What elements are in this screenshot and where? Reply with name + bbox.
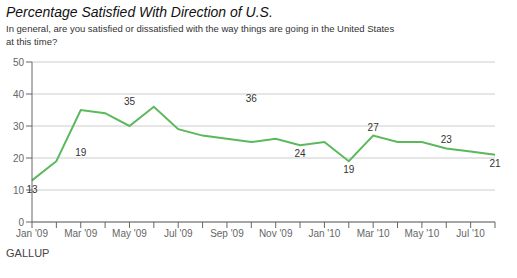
svg-text:20: 20 xyxy=(13,153,25,164)
svg-text:10: 10 xyxy=(13,185,25,196)
svg-text:19: 19 xyxy=(75,147,87,158)
html-text:Percentage Satisfied With Dire: Percentage Satisfied With Direction of U… xyxy=(6,4,273,20)
svg-text:0: 0 xyxy=(18,217,24,228)
svg-text:13: 13 xyxy=(26,184,38,195)
svg-text:Sep '09: Sep '09 xyxy=(210,228,244,239)
svg-text:21: 21 xyxy=(489,158,501,169)
svg-text:Jul '10: Jul '10 xyxy=(456,228,485,239)
html-text:GALLUP: GALLUP xyxy=(6,247,50,259)
svg-text:May '09: May '09 xyxy=(112,228,147,239)
svg-text:23: 23 xyxy=(441,134,453,145)
svg-text:Jan '09: Jan '09 xyxy=(16,228,48,239)
svg-text:50: 50 xyxy=(13,57,25,68)
svg-text:27: 27 xyxy=(368,122,380,133)
svg-text:Mar '10: Mar '10 xyxy=(357,228,390,239)
svg-text:Jan '10: Jan '10 xyxy=(308,228,340,239)
svg-text:Nov '09: Nov '09 xyxy=(259,228,293,239)
svg-text:35: 35 xyxy=(124,96,136,107)
svg-text:30: 30 xyxy=(13,121,25,132)
svg-text:36: 36 xyxy=(246,93,258,104)
svg-text:40: 40 xyxy=(13,89,25,100)
svg-text:24: 24 xyxy=(294,148,306,159)
svg-text:19: 19 xyxy=(343,164,355,175)
svg-text:Jul '09: Jul '09 xyxy=(164,228,193,239)
svg-text:Mar '09: Mar '09 xyxy=(64,228,97,239)
svg-text:May '10: May '10 xyxy=(405,228,440,239)
html-text:In general, are you satisfied: In general, are you satisfied or dissati… xyxy=(6,23,395,47)
